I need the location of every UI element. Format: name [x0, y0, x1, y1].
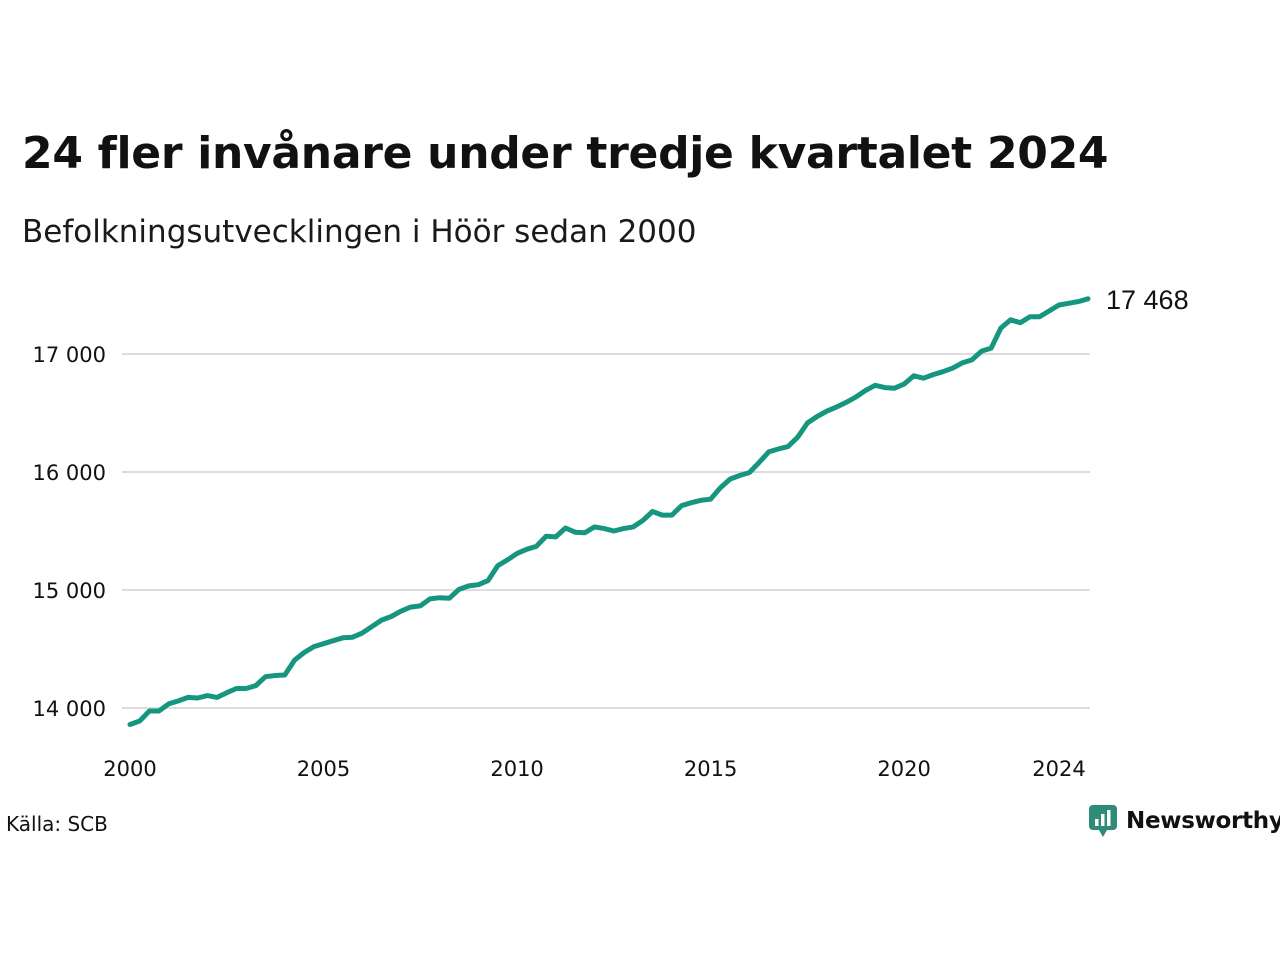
x-tick-label: 2024 [1032, 757, 1085, 781]
x-tick-label: 2000 [103, 757, 156, 781]
chart-subtitle: Befolkningsutvecklingen i Höör sedan 200… [22, 214, 697, 250]
chart-title: 24 fler invånare under tredje kvartalet … [22, 128, 1109, 179]
x-tick-label: 2010 [490, 757, 543, 781]
series-line [127, 296, 1091, 727]
x-tick-label: 2020 [877, 757, 930, 781]
source-note: Källa: SCB [6, 812, 108, 836]
last-value-label: 17 468 [1106, 285, 1189, 315]
brand-name: Newsworthy [1126, 808, 1280, 834]
brand-logo: Newsworthy [1088, 804, 1280, 838]
x-tick-label: 2015 [684, 757, 737, 781]
y-tick-label: 15 000 [33, 579, 106, 603]
y-tick-label: 16 000 [33, 461, 106, 485]
line-chart: 14 000 15 000 16 000 17 000 2000 2005 2010 2015… [33, 285, 1189, 781]
y-tick-label: 17 000 [33, 343, 106, 367]
y-tick-label: 14 000 [33, 697, 106, 721]
newsworthy-logo-icon [1089, 805, 1117, 837]
x-tick-label: 2005 [297, 757, 350, 781]
